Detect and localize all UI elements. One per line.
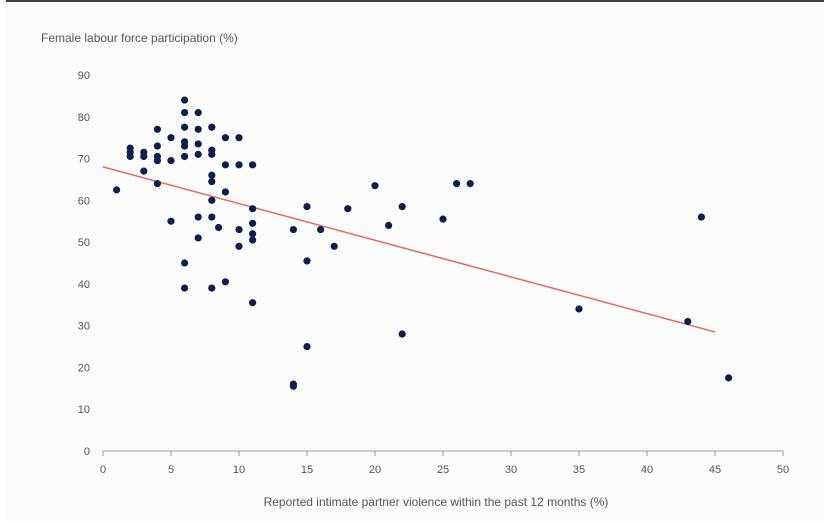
trendline — [102, 166, 716, 333]
data-point — [194, 150, 202, 158]
data-point — [167, 217, 175, 225]
data-point — [317, 225, 325, 234]
data-point — [208, 196, 216, 204]
y-tick-label: 80 — [78, 112, 90, 124]
data-point — [181, 96, 189, 104]
data-point — [126, 152, 134, 161]
x-tick-label: 10 — [233, 464, 245, 476]
data-point — [235, 134, 243, 142]
data-point — [344, 205, 352, 213]
data-point — [153, 142, 161, 150]
data-point — [181, 123, 189, 131]
y-tick-label: 0 — [84, 446, 90, 458]
x-tick-label: 45 — [709, 464, 721, 476]
x-tick-label: 0 — [100, 464, 106, 476]
data-point — [453, 180, 461, 188]
x-tick-label: 20 — [369, 464, 381, 476]
data-point — [249, 299, 257, 307]
data-point — [194, 109, 202, 117]
data-point — [249, 230, 257, 238]
data-point — [235, 161, 243, 169]
y-tick-label: 10 — [78, 404, 90, 416]
data-point — [181, 152, 189, 161]
data-point — [398, 203, 406, 211]
data-point — [208, 150, 216, 158]
data-point — [725, 374, 733, 382]
data-point — [194, 140, 202, 148]
data-point — [371, 182, 379, 190]
data-point — [221, 134, 229, 142]
y-tick-label: 40 — [78, 279, 90, 291]
data-point — [167, 134, 175, 142]
data-point — [181, 142, 189, 150]
data-point — [289, 382, 297, 390]
data-point — [303, 257, 311, 265]
y-tick-label: 70 — [78, 154, 90, 166]
data-point — [140, 167, 148, 175]
data-point — [208, 213, 216, 221]
data-point — [249, 205, 257, 213]
x-tick-label: 50 — [777, 464, 789, 476]
data-point — [249, 219, 257, 227]
data-point — [167, 157, 175, 165]
data-point — [221, 161, 229, 169]
data-point — [208, 284, 216, 292]
data-point — [303, 203, 311, 211]
data-point — [439, 215, 447, 223]
axes: 0 5 10 15 20 25 30 35 40 45 50 0 10 20 30 40 50 60 70 80 90 — [78, 70, 789, 476]
data-point — [208, 171, 216, 179]
y-tick-label: 50 — [78, 237, 90, 249]
data-point — [181, 284, 189, 292]
data-point — [153, 125, 161, 133]
data-point — [215, 223, 223, 232]
data-points — [113, 96, 733, 390]
data-point — [466, 180, 474, 188]
y-axis-label: Female labour force participation (%) — [41, 31, 238, 45]
x-tick-label: 25 — [437, 464, 449, 476]
data-point — [249, 236, 257, 244]
data-point — [235, 225, 243, 234]
data-point — [575, 305, 583, 313]
y-tick-label: 90 — [78, 70, 90, 82]
data-point — [385, 221, 393, 229]
x-tick-label: 30 — [505, 464, 517, 476]
x-axis-label: Reported intimate partner violence withi… — [264, 495, 609, 509]
data-point — [221, 278, 229, 286]
data-point — [221, 188, 229, 196]
data-point — [181, 109, 189, 117]
data-point — [697, 213, 706, 221]
data-point — [194, 125, 202, 133]
data-point — [303, 342, 311, 351]
data-point — [194, 234, 202, 242]
data-point — [140, 152, 148, 161]
data-point — [208, 123, 216, 131]
y-tick-label: 20 — [78, 362, 90, 374]
chart-panel — [6, 0, 824, 522]
x-tick-label: 40 — [641, 464, 653, 476]
data-point — [153, 180, 161, 188]
data-point — [235, 242, 243, 250]
data-point — [194, 213, 202, 221]
y-tick-label: 30 — [78, 321, 90, 333]
x-tick-label: 15 — [301, 464, 313, 476]
data-point — [249, 161, 257, 169]
data-point — [289, 225, 297, 234]
x-tick-label: 5 — [168, 464, 174, 476]
trendline-group — [102, 166, 716, 333]
data-point — [398, 330, 406, 338]
x-tick-label: 35 — [573, 464, 585, 476]
y-tick-label: 60 — [78, 195, 90, 207]
data-point — [181, 259, 189, 267]
data-point — [330, 242, 338, 250]
data-point — [208, 177, 216, 186]
data-point — [153, 157, 161, 165]
data-point — [113, 186, 121, 194]
data-point — [684, 317, 692, 326]
